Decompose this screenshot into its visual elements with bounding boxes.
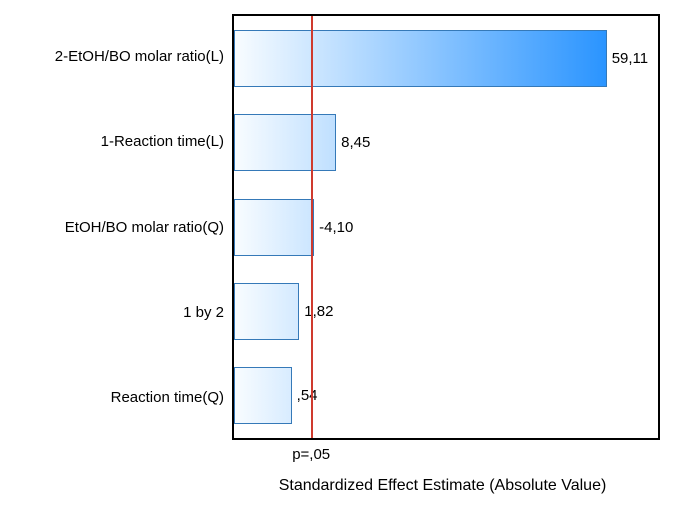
bar-value-label: 59,11 [611,49,649,67]
bar-row: ,54 [234,354,658,438]
category-label: 2-EtOH/BO molar ratio(L) [54,48,224,66]
bar-value-label: 1,82 [304,302,334,320]
x-axis-strip: p=,05 [232,444,660,464]
bar [234,282,300,340]
category-label: 1-Reaction time(L) [100,133,224,151]
bars-area: 59,11 8,45 -4,10 1,82 ,54 [234,16,658,438]
x-axis-title: Standardized Effect Estimate (Absolute V… [278,477,607,494]
bar [234,367,292,425]
bar-value-label: ,54 [296,387,318,405]
threshold-label: p=,05 [292,446,331,463]
category-labels: 2-EtOH/BO molar ratio(L) 1-Reaction time(… [0,14,224,440]
bar [234,29,607,87]
plot-area: 59,11 8,45 -4,10 1,82 ,54 [232,14,660,440]
category-label: 1 by 2 [183,303,224,321]
bar-value-label: 8,45 [341,134,371,152]
bar-row: -4,10 [234,185,658,269]
category-label: EtOH/BO molar ratio(Q) [64,218,224,236]
bar-row: 8,45 [234,100,658,184]
category-label: Reaction time(Q) [110,388,224,406]
bar [234,114,337,172]
bar-row: 1,82 [234,269,658,353]
threshold-line [311,16,314,438]
bar [234,198,315,256]
bar-value-label: -4,10 [319,218,354,236]
bar-row: 59,11 [234,16,658,100]
